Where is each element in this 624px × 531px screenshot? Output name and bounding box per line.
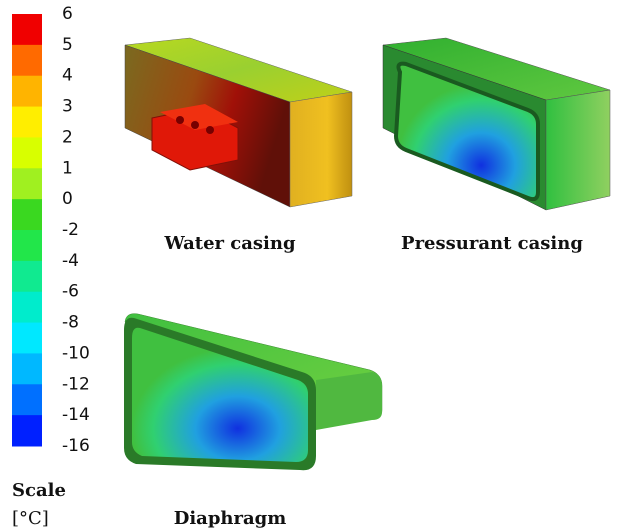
scale-label: 4 xyxy=(62,66,73,86)
scale-title: Scale xyxy=(12,480,66,501)
pressurant-casing-render xyxy=(383,38,610,210)
scale-swatch xyxy=(12,107,42,138)
color-scale: 6 5 4 3 2 1 0 -2 -4 -6 -8 -10 -12 -14 -16 xyxy=(12,4,90,456)
scale-label: -8 xyxy=(62,313,79,333)
scale-swatch xyxy=(12,261,42,292)
scale-label: -4 xyxy=(62,251,79,271)
caption: Pressurant casing xyxy=(401,233,583,254)
scale-label: 3 xyxy=(62,97,73,117)
scale-swatch xyxy=(12,353,42,384)
scale-swatch xyxy=(12,199,42,230)
scale-label: 0 xyxy=(62,189,73,209)
scale-label: 2 xyxy=(62,127,73,147)
scale-swatch xyxy=(12,76,42,107)
scale-swatch xyxy=(12,415,42,446)
scale-swatch xyxy=(12,137,42,168)
diaphragm-render xyxy=(124,314,382,471)
caption: Water casing xyxy=(163,233,296,254)
caption: Diaphragm xyxy=(174,508,287,529)
scale-label: -2 xyxy=(62,220,79,240)
scale-label: 5 xyxy=(62,35,73,55)
scale-label: -12 xyxy=(62,374,90,394)
scale-label: 6 xyxy=(62,4,73,24)
scale-swatch xyxy=(12,14,42,45)
scale-swatch xyxy=(12,323,42,354)
scale-swatch xyxy=(12,292,42,323)
scale-swatch xyxy=(12,168,42,199)
scale-unit: [°C] xyxy=(12,508,49,529)
scale-label: -10 xyxy=(62,343,90,363)
scale-label: -14 xyxy=(62,405,90,425)
figure: 6 5 4 3 2 1 0 -2 -4 -6 -8 -10 -12 -14 -16 Scale [°C] W… xyxy=(0,0,624,531)
scale-swatch xyxy=(12,384,42,415)
scale-label: 1 xyxy=(62,158,73,178)
scale-swatch xyxy=(12,230,42,261)
scale-label: -16 xyxy=(62,436,90,456)
scale-swatch xyxy=(12,45,42,76)
water-casing-render xyxy=(125,38,352,207)
scale-label: -6 xyxy=(62,282,79,302)
